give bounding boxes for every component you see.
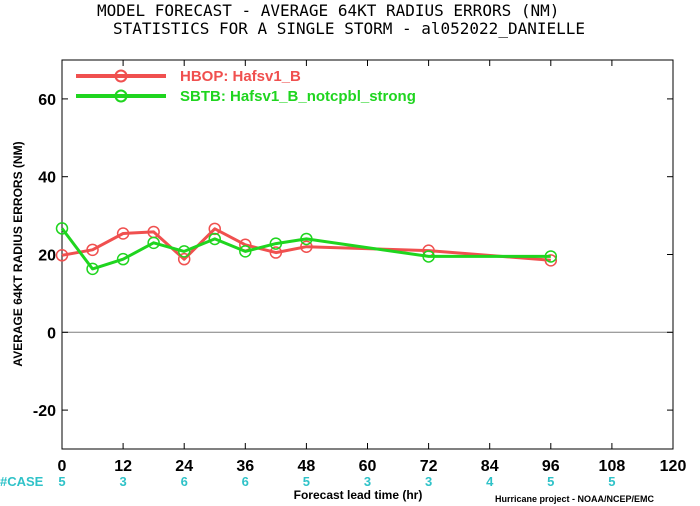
case-count: 3 [119,474,126,489]
data-point-sbtb [269,237,283,250]
data-point-sbtb [300,232,313,246]
case-count: 6 [242,474,249,489]
x-tick-label: 120 [660,458,687,475]
data-point-hbop [269,246,283,259]
data-point-hbop [177,252,191,266]
credit-text: Hurricane project - NOAA/NCEP/EMC [495,494,655,504]
x-tick-label: 48 [298,458,316,475]
series-line-hbop [61,227,551,262]
data-point-hbop [116,227,130,240]
x-tick-label: 72 [420,458,438,475]
case-row-label: #CASE [0,474,44,489]
x-tick-label: 108 [599,458,626,475]
data-point-hbop [544,254,558,267]
legend: HBOP: Hafsv1_B SBTB: Hafsv1_B_notcpbl_st… [76,68,416,105]
case-count: 4 [486,474,494,489]
series-layer [55,222,558,276]
x-tick-label: 60 [359,458,377,475]
legend-label-sbtb: SBTB: Hafsv1_B_notcpbl_strong [180,88,416,105]
case-count: 5 [547,474,554,489]
data-point-sbtb [208,232,221,246]
y-tick-label: 40 [38,170,56,187]
case-count: 3 [364,474,371,489]
chart-title: MODEL FORECAST - AVERAGE 64KT RADIUS ERR… [97,1,559,20]
case-count: 5 [58,474,65,489]
series-line-sbtb [60,227,551,271]
x-tick-label: 24 [175,458,193,475]
y-tick-label: -20 [33,403,56,420]
x-tick-label: 12 [114,458,132,475]
data-point-sbtb [239,245,252,258]
data-point-sbtb [86,262,99,276]
data-point-hbop [300,240,313,253]
chart-subtitle: STATISTICS FOR A SINGLE STORM - al052022… [113,19,585,38]
case-count: 5 [608,474,615,489]
data-point-hbop [86,243,99,257]
y-axis-label: AVERAGE 64KT RADIUS ERRORS (NM) [11,141,25,366]
x-tick-label: 96 [542,458,560,475]
y-tick-label: 0 [47,325,56,342]
data-point-sbtb [55,222,69,235]
x-axis-ticks: 0 12 24 36 48 60 72 84 96 108 120 [58,60,687,475]
x-tick-label: 84 [481,458,499,475]
x-tick-label: 36 [236,458,254,475]
case-count: 6 [181,474,188,489]
data-point-hbop [55,249,69,262]
data-point-sbtb [147,236,160,250]
legend-label-hbop: HBOP: Hafsv1_B [180,68,301,85]
legend-marker-hbop [114,69,128,83]
y-tick-label: 60 [38,92,56,109]
legend-marker-sbtb [114,89,128,103]
plot-frame [61,59,674,450]
case-values: 5 3 6 6 5 3 3 4 5 5 [58,474,615,489]
x-axis-label: Forecast lead time (hr) [294,488,423,502]
data-point-sbtb [544,250,558,263]
data-point-sbtb [116,252,130,266]
data-point-sbtb [422,250,435,263]
y-tick-label: 20 [38,248,56,265]
case-count: 3 [425,474,432,489]
data-point-hbop [208,222,221,236]
data-point-sbtb [177,245,191,258]
y-axis-ticks: 60 40 20 0 -20 [33,92,673,420]
x-tick-label: 0 [58,458,67,475]
case-count: 5 [303,474,310,489]
